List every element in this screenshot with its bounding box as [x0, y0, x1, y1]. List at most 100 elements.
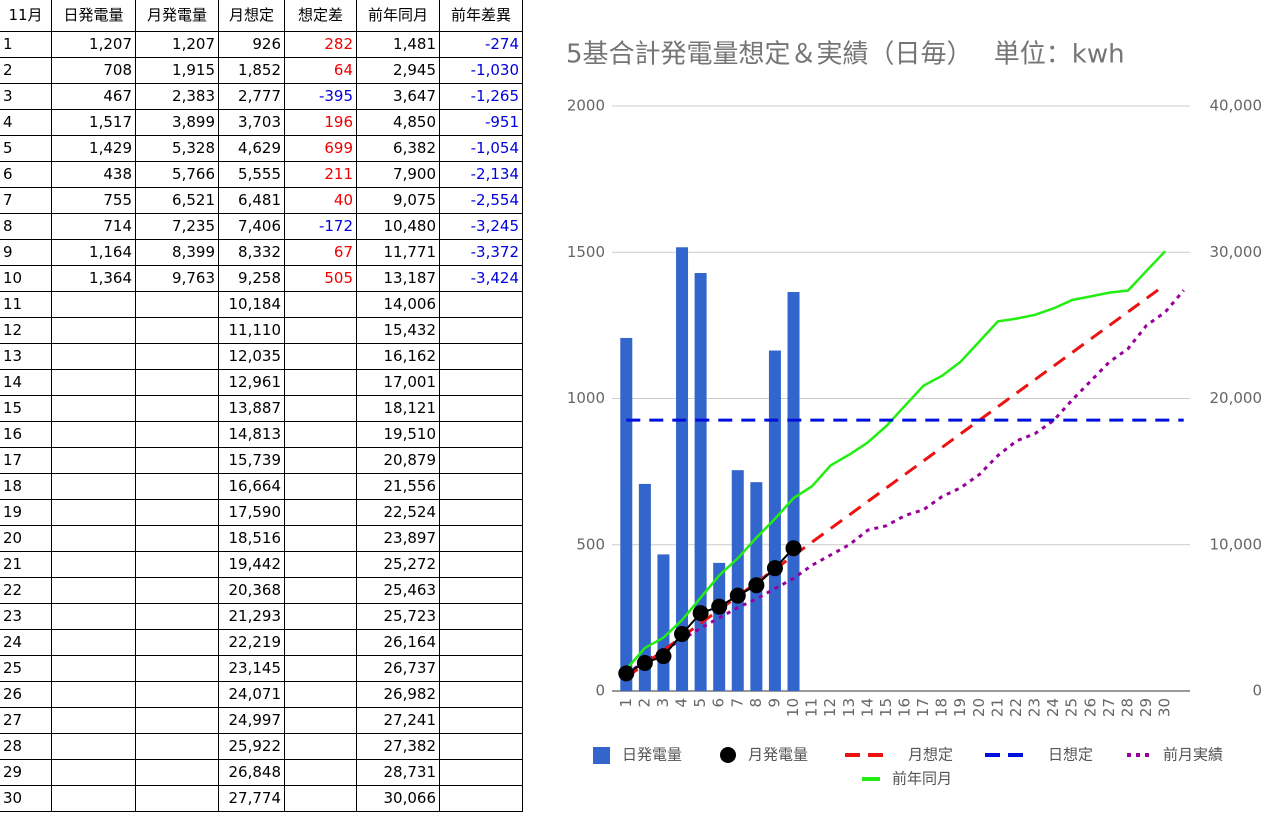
table-cell: 714 [52, 214, 136, 240]
table-cell [136, 448, 219, 474]
table-cell: 708 [52, 58, 136, 84]
table-cell: 3,703 [219, 110, 285, 136]
table-cell: 196 [285, 110, 357, 136]
table-cell: 438 [52, 162, 136, 188]
table-cell: 17 [0, 448, 52, 474]
x-tick-label: 20 [970, 698, 988, 717]
table-cell [136, 760, 219, 786]
bar [657, 554, 670, 691]
table-cell [52, 318, 136, 344]
table-cell: 9 [0, 240, 52, 266]
table-cell: 14,813 [219, 422, 285, 448]
x-tick-label: 19 [951, 698, 969, 717]
bar [676, 247, 689, 691]
table-cell: -1,265 [440, 84, 523, 110]
table-cell [52, 500, 136, 526]
table-cell [440, 578, 523, 604]
table-cell: 5,555 [219, 162, 285, 188]
x-tick-label: 29 [1137, 698, 1155, 717]
table-cell [285, 708, 357, 734]
table-cell: 29 [0, 760, 52, 786]
dot [729, 587, 746, 604]
table-cell: 10,480 [357, 214, 440, 240]
table-cell [52, 526, 136, 552]
header-cell: 前年差異 [440, 0, 523, 32]
table-cell: -951 [440, 110, 523, 136]
x-tick-label: 28 [1118, 698, 1136, 717]
table-cell: 20 [0, 526, 52, 552]
table-cell: 18 [0, 474, 52, 500]
table-cell: 25,922 [219, 734, 285, 760]
header-cell: 11月 [0, 0, 52, 32]
table-cell: 15,432 [357, 318, 440, 344]
table-cell [136, 526, 219, 552]
table-cell: 1,852 [219, 58, 285, 84]
table-cell: 3,647 [357, 84, 440, 110]
table-cell: -395 [285, 84, 357, 110]
table-cell: 17,001 [357, 370, 440, 396]
table-cell: 17,590 [219, 500, 285, 526]
y2-tick-label: 20,000 [1210, 389, 1263, 407]
table-cell [136, 292, 219, 318]
table-cell: 26 [0, 682, 52, 708]
table-cell: 7,406 [219, 214, 285, 240]
table-cell [52, 396, 136, 422]
table-cell: 18,516 [219, 526, 285, 552]
x-tick-label: 9 [765, 698, 783, 708]
table-cell [52, 682, 136, 708]
table-cell: 64 [285, 58, 357, 84]
table-cell: 19 [0, 500, 52, 526]
table-cell: 5,766 [136, 162, 219, 188]
table-cell: -1,054 [440, 136, 523, 162]
table-cell: -3,372 [440, 240, 523, 266]
table-cell: 10,184 [219, 292, 285, 318]
table-cell [136, 552, 219, 578]
x-tick-label: 7 [728, 698, 746, 708]
table-cell [136, 396, 219, 422]
table-cell [136, 422, 219, 448]
dot [636, 654, 653, 671]
table-cell [285, 422, 357, 448]
table-cell [52, 630, 136, 656]
line [625, 283, 1167, 679]
table-cell [52, 552, 136, 578]
x-tick-label: 22 [1007, 698, 1025, 717]
table-cell: 27,241 [357, 708, 440, 734]
x-tick-label: 13 [840, 698, 858, 717]
table-cell: 2,777 [219, 84, 285, 110]
table-cell [285, 318, 357, 344]
table-cell: 467 [52, 84, 136, 110]
table-cell: 1,429 [52, 136, 136, 162]
table-cell: 6,481 [219, 188, 285, 214]
table-cell: 9,763 [136, 266, 219, 292]
table-cell: 15,739 [219, 448, 285, 474]
table-cell: 24,071 [219, 682, 285, 708]
x-tick-label: 24 [1044, 698, 1062, 717]
header-cell: 前年同月 [357, 0, 440, 32]
table-cell [136, 786, 219, 812]
dot [655, 648, 672, 665]
table-cell: 6,382 [357, 136, 440, 162]
table-cell [136, 656, 219, 682]
table-cell: 21,293 [219, 604, 285, 630]
table-cell: 16,664 [219, 474, 285, 500]
header-cell: 想定差 [285, 0, 357, 32]
x-tick-label: 25 [1063, 698, 1081, 717]
table-cell: 26,164 [357, 630, 440, 656]
chart-title: 5基合計発電量想定＆実績（日毎） 単位：kwh [566, 40, 1125, 70]
table-cell: 699 [285, 136, 357, 162]
bar [731, 470, 744, 691]
header-cell: 月想定 [219, 0, 285, 32]
table-cell [285, 604, 357, 630]
table-cell [440, 552, 523, 578]
table-cell: 26,848 [219, 760, 285, 786]
table-cell [52, 760, 136, 786]
table-cell: 25 [0, 656, 52, 682]
legend-label: 日想定 [1048, 746, 1093, 764]
table-cell [52, 344, 136, 370]
table-cell: 8,399 [136, 240, 219, 266]
table-cell: 505 [285, 266, 357, 292]
table-cell [285, 448, 357, 474]
